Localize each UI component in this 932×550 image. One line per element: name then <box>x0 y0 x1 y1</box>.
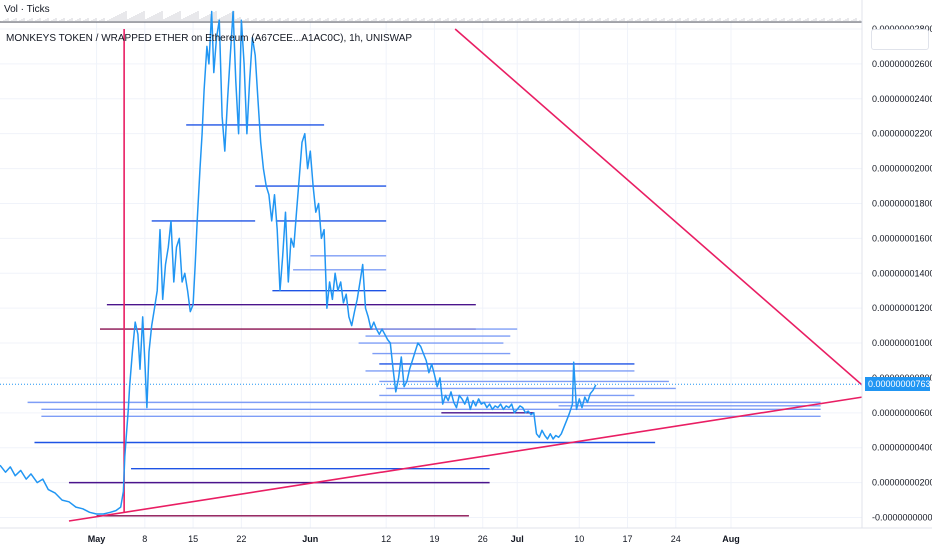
scale-control-box[interactable] <box>871 29 929 50</box>
x-tick-label: Jun <box>302 534 318 544</box>
y-tick-label: 0.000000022000 <box>872 129 932 139</box>
y-tick-label: 0.000000016000 <box>872 233 932 243</box>
trend-lines[interactable] <box>68 28 863 522</box>
horizontal-levels[interactable] <box>27 124 821 517</box>
y-tick-label: 0.000000004000 <box>872 443 932 453</box>
y-tick-label: 0.000000018000 <box>872 198 932 208</box>
x-tick-label: 8 <box>142 534 147 544</box>
trend-line <box>454 28 863 386</box>
y-tick-label: 0.000000002000 <box>872 478 932 488</box>
y-tick-label: 0.000000010000 <box>872 338 932 348</box>
chart-grid <box>0 21 862 528</box>
volume-bars <box>1 11 861 22</box>
x-tick-label: 12 <box>381 534 391 544</box>
x-tick-label: Aug <box>722 534 740 544</box>
x-axis[interactable]: May 8 15 22 Jun 12 19 26 Jul 10 17 24 Aug <box>0 527 932 544</box>
y-axis[interactable]: -0.000000000000 0.000000002000 0.000000004… <box>861 0 932 528</box>
last-price-tag: 0.000000007637 <box>865 377 932 392</box>
x-tick-label: 24 <box>671 534 681 544</box>
y-tick-label: 0.000000012000 <box>872 303 932 313</box>
trend-line <box>68 396 863 522</box>
y-tick-label: -0.000000000000 <box>872 513 932 523</box>
x-tick-label: 22 <box>236 534 246 544</box>
x-tick-label: 17 <box>623 534 633 544</box>
volume-indicator-label[interactable]: Vol · Ticks <box>4 4 50 15</box>
y-tick-label: 0.000000020000 <box>872 164 932 174</box>
x-tick-label: 26 <box>478 534 488 544</box>
y-tick-label: 0.000000028000 <box>872 24 932 34</box>
x-tick-label: Jul <box>511 534 524 544</box>
price-series <box>0 10 597 515</box>
y-tick-label: 0.000000024000 <box>872 94 932 104</box>
x-tick-label: 19 <box>429 534 439 544</box>
x-tick-label: May <box>88 534 106 544</box>
y-tick-label: 0.000000014000 <box>872 268 932 278</box>
x-tick-label: 10 <box>574 534 584 544</box>
x-tick-label: 15 <box>188 534 198 544</box>
symbol-title: MONKEYS TOKEN / WRAPPED ETHER on Ethereu… <box>6 33 413 44</box>
y-tick-label: 0.000000026000 <box>872 59 932 69</box>
y-tick-label: 0.000000006000 <box>872 408 932 418</box>
price-line <box>0 10 597 515</box>
